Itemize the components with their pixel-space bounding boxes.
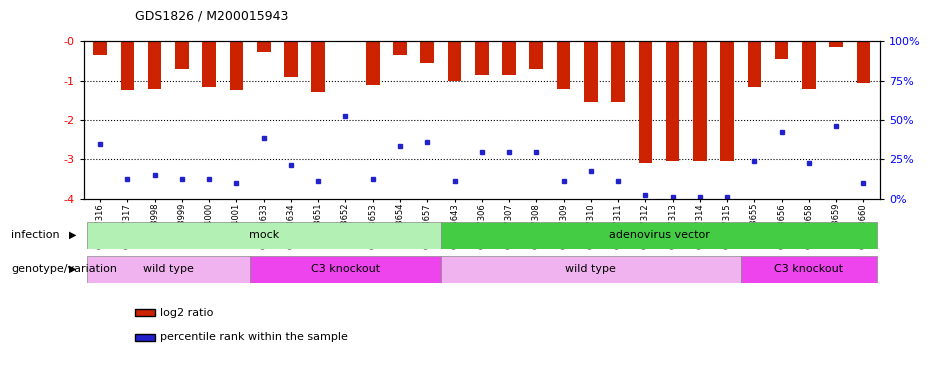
Bar	[148, 41, 161, 88]
Text: adenovirus vector: adenovirus vector	[609, 230, 709, 240]
Bar	[666, 41, 680, 161]
Bar	[121, 41, 134, 90]
Text: wild type: wild type	[565, 264, 616, 274]
Bar	[366, 41, 380, 85]
Bar	[830, 41, 843, 47]
Bar	[441, 222, 877, 249]
Text: wild type: wild type	[142, 264, 194, 274]
Bar	[721, 41, 734, 161]
Text: C3 knockout: C3 knockout	[311, 264, 380, 274]
Bar	[803, 41, 816, 88]
Bar	[250, 256, 441, 283]
Bar	[693, 41, 707, 161]
Bar	[448, 41, 462, 81]
Bar	[87, 222, 441, 249]
Bar	[339, 41, 352, 42]
Bar	[441, 256, 741, 283]
Text: C3 knockout: C3 knockout	[775, 264, 843, 274]
Bar	[93, 41, 107, 55]
Bar	[857, 41, 870, 82]
Text: percentile rank within the sample: percentile rank within the sample	[160, 332, 348, 342]
Bar	[230, 41, 243, 90]
Bar	[421, 41, 434, 63]
Text: log2 ratio: log2 ratio	[160, 308, 213, 318]
Bar	[612, 41, 625, 102]
Bar	[775, 41, 789, 59]
Bar	[639, 41, 653, 164]
Bar	[202, 41, 216, 87]
Text: GDS1826 / M200015943: GDS1826 / M200015943	[135, 9, 289, 22]
Bar	[502, 41, 516, 75]
Bar	[748, 41, 762, 87]
Text: genotype/variation: genotype/variation	[11, 264, 117, 274]
Bar	[284, 41, 298, 77]
Bar	[530, 41, 543, 69]
Bar	[475, 41, 489, 75]
Text: infection: infection	[11, 230, 60, 240]
Text: mock: mock	[249, 230, 278, 240]
Bar	[584, 41, 598, 102]
Bar	[311, 41, 325, 93]
Bar	[393, 41, 407, 55]
Bar	[257, 41, 271, 52]
Bar	[175, 41, 189, 69]
Bar	[741, 256, 877, 283]
Text: ▶: ▶	[69, 264, 76, 274]
Text: ▶: ▶	[69, 230, 76, 240]
Bar	[87, 256, 250, 283]
Bar	[557, 41, 571, 88]
